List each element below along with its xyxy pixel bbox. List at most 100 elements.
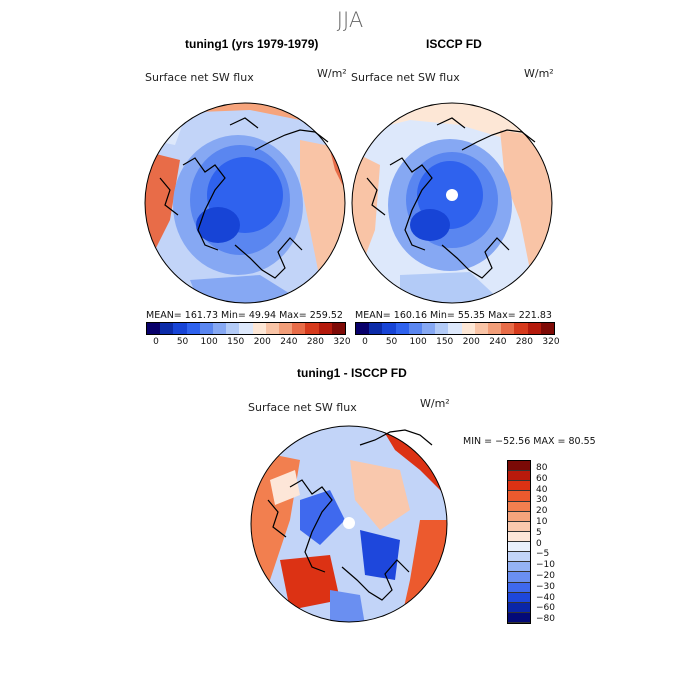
colorbar-swatch [540, 323, 555, 334]
diff-colorbar-swatch [508, 552, 530, 563]
colorbar-tick-label: 0 [153, 337, 159, 347]
season-title: JJA [336, 8, 364, 32]
panel-1-units: W/m² [317, 67, 347, 80]
diff-colorbar-label: 5 [536, 527, 542, 538]
map-2-border [351, 102, 553, 304]
diff-colorbar-swatch [508, 602, 530, 613]
diff-colorbar-swatch [508, 481, 530, 492]
colorbar-swatch [514, 323, 528, 334]
diff-colorbar-swatch [508, 592, 530, 603]
colorbar-tick-label: 320 [542, 337, 560, 347]
diff-colorbar-label: −60 [536, 603, 555, 614]
colorbar-swatch [474, 323, 489, 334]
colorbar-swatch [265, 323, 280, 334]
colorbar-swatch [488, 323, 502, 334]
colorbar-swatch [279, 323, 293, 334]
map-3-coastlines [267, 429, 433, 601]
colorbar-tick-label: 240 [489, 337, 507, 347]
diff-colorbar-swatch [508, 511, 530, 522]
map-1-field [145, 103, 345, 303]
diff-colorbar-label: 60 [536, 473, 548, 484]
diff-colorbar-swatch [508, 542, 530, 553]
diff-colorbar-label: −10 [536, 560, 555, 571]
colorbar-swatch [160, 323, 174, 334]
panel-2-title: ISCCP FD [426, 37, 482, 51]
colorbar-swatch [422, 323, 436, 334]
diff-panel-stats: MIN = −52.56 MAX = 80.55 [463, 436, 596, 447]
colorbar-swatch [252, 323, 266, 334]
colorbar-swatch [226, 323, 240, 334]
panel-1-stats: MEAN= 161.73 Min= 49.94 Max= 259.52 [146, 310, 343, 321]
colorbar-swatch [382, 323, 396, 334]
panel-2-colorbar-ticks: 0 50 100 150 200 240 280 320 [355, 337, 559, 349]
colorbar-tick-label: 240 [280, 337, 298, 347]
diff-colorbar-label: 10 [536, 517, 548, 527]
diff-colorbar-swatch [508, 612, 530, 623]
colorbar-tick-label: 50 [176, 337, 189, 347]
panel-2-units: W/m² [524, 67, 554, 80]
colorbar-swatch [292, 323, 306, 334]
diff-colorbar-swatch [508, 461, 530, 472]
map-3-border [250, 425, 448, 623]
map-1-border [144, 102, 346, 304]
diff-panel-variable: Surface net SW flux [248, 401, 357, 414]
diff-colorbar-swatch [508, 521, 530, 532]
diff-colorbar-label: 0 [536, 538, 542, 549]
diff-colorbar-swatch [508, 562, 530, 573]
colorbar-tick-label: 100 [409, 337, 427, 347]
panel-1-title: tuning1 (yrs 1979-1979) [185, 37, 319, 51]
colorbar-swatch [147, 323, 161, 334]
map-1-coastlines [159, 117, 329, 279]
colorbar-swatch [331, 323, 346, 334]
diff-colorbar-swatch [508, 531, 530, 542]
colorbar-swatch [435, 323, 449, 334]
colorbar-swatch [369, 323, 383, 334]
colorbar-swatch [356, 323, 370, 334]
map-2-coastlines [366, 117, 536, 279]
colorbar-swatch [395, 323, 409, 334]
diff-colorbar-label: 40 [536, 484, 548, 495]
colorbar-swatch [305, 323, 319, 334]
colorbar-tick-label: 0 [362, 337, 368, 347]
colorbar-tick-label: 280 [306, 337, 325, 347]
colorbar-swatch [527, 323, 541, 334]
colorbar-tick-label: 200 [253, 337, 271, 347]
diff-colorbar-label: −20 [536, 571, 555, 581]
colorbar-tick-label: 50 [385, 337, 398, 347]
colorbar-swatch [213, 323, 227, 334]
colorbar-swatch [173, 323, 187, 334]
colorbar-swatch [199, 323, 214, 334]
diff-colorbar-label: −5 [536, 549, 550, 560]
panel-2-stats: MEAN= 160.16 Min= 55.35 Max= 221.83 [355, 310, 552, 321]
diff-colorbar-label: 20 [536, 506, 548, 517]
panel-1-colorbar [146, 322, 346, 335]
diff-colorbar-label: −30 [536, 581, 555, 592]
colorbar-tick-label: 280 [515, 337, 534, 347]
colorbar-tick-label: 150 [227, 337, 245, 347]
colorbar-swatch [448, 323, 462, 334]
diff-colorbar-label: 30 [536, 495, 548, 506]
colorbar-swatch [408, 323, 423, 334]
diff-colorbar-swatch [508, 572, 530, 583]
colorbar-swatch [239, 323, 253, 334]
colorbar-swatch [186, 323, 200, 334]
diff-colorbar-label: −40 [536, 592, 555, 603]
diff-colorbar-swatch [508, 501, 530, 512]
diff-colorbar [507, 460, 531, 624]
diff-colorbar-label: −80 [536, 614, 555, 625]
map-3-field [251, 426, 447, 622]
colorbar-tick-label: 320 [333, 337, 351, 347]
panel-1-variable: Surface net SW flux [145, 71, 254, 84]
diff-colorbar-swatch [508, 491, 530, 502]
diff-panel-title: tuning1 - ISCCP FD [297, 366, 407, 380]
colorbar-swatch [461, 323, 475, 334]
colorbar-swatch [501, 323, 515, 334]
panel-1-colorbar-ticks: 0 50 100 150 200 240 280 320 [146, 337, 350, 349]
colorbar-swatch [318, 323, 332, 334]
colorbar-tick-label: 100 [200, 337, 218, 347]
diff-colorbar-swatch [508, 582, 530, 593]
diff-colorbar-label: 80 [536, 463, 548, 473]
diff-colorbar-swatch [508, 471, 530, 482]
panel-2-variable: Surface net SW flux [351, 71, 460, 84]
